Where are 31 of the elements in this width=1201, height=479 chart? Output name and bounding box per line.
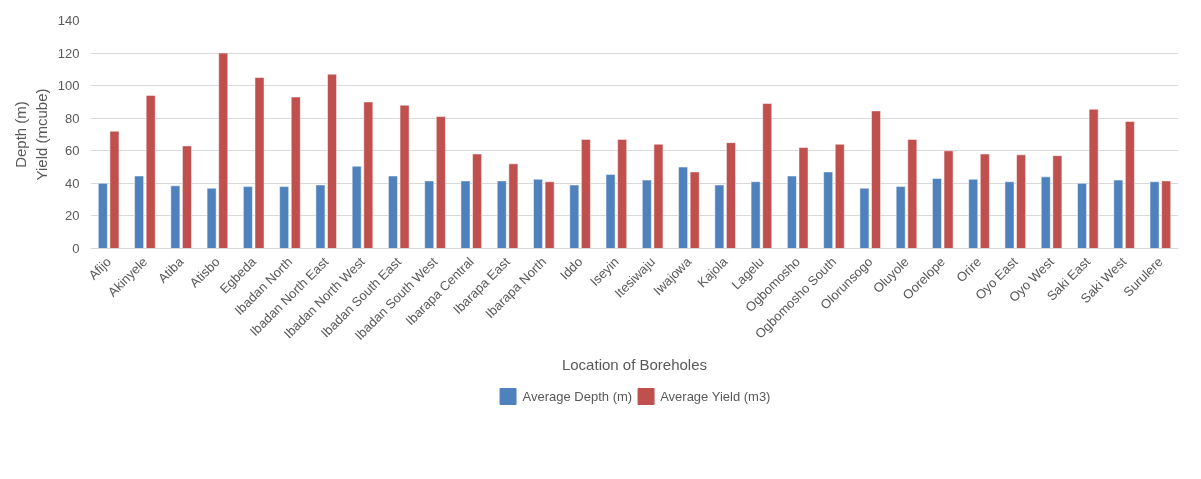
y-tick-label: 120: [57, 45, 80, 61]
bar: [980, 153, 990, 249]
bar: [436, 116, 446, 249]
y-tick-label: 140: [57, 13, 80, 28]
bar: [823, 171, 833, 249]
x-tick-label: Afijo: [85, 254, 114, 283]
bar: [1125, 121, 1135, 249]
bar: [279, 186, 289, 249]
bar: [145, 95, 156, 249]
y-tick-label: 20: [65, 208, 80, 224]
bar: [968, 179, 979, 249]
x-tick-label: Orire: [953, 254, 985, 286]
bar: [1113, 179, 1124, 249]
x-axis-title: Location of Boreholes: [561, 356, 708, 374]
y-tick-label: 80: [65, 110, 80, 126]
bar: [290, 96, 301, 249]
y-tick-label: 60: [65, 143, 80, 159]
y-tick-label: 0: [72, 241, 80, 256]
y-axis-title: Depth (m) Yield (mcube): [12, 88, 50, 181]
bar: [834, 144, 845, 249]
bar: [678, 166, 688, 249]
y-tick-label: 100: [57, 78, 80, 94]
x-tick-label: Iddo: [556, 254, 586, 283]
bar: [134, 175, 144, 249]
bar: [581, 139, 591, 249]
bar: [424, 180, 435, 249]
legend-label: Average Depth (m): [522, 388, 633, 404]
bar: [689, 171, 700, 249]
bar: [569, 184, 580, 249]
y-tick-label: 40: [65, 175, 80, 191]
legend-label: Average Yield (m3): [660, 388, 771, 404]
